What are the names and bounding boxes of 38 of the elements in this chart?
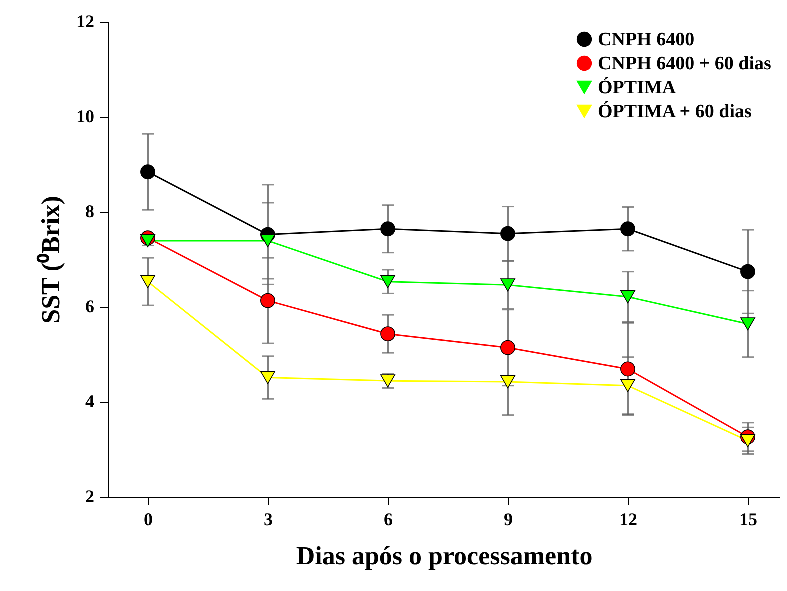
point xyxy=(140,234,156,248)
point xyxy=(740,434,756,448)
point xyxy=(620,362,636,377)
y-tick-label: 6 xyxy=(86,296,94,316)
point xyxy=(380,275,396,288)
point xyxy=(740,264,756,280)
point xyxy=(140,275,156,288)
point xyxy=(260,371,276,384)
x-tick-label: 6 xyxy=(384,510,393,530)
x-tick-label: 15 xyxy=(740,510,758,530)
point xyxy=(620,222,636,237)
legend-label: CNPH 6400 + 60 dias xyxy=(598,54,772,74)
legend-label: CNPH 6400 xyxy=(598,30,695,50)
point xyxy=(380,326,396,342)
x-tick-label: 12 xyxy=(620,510,638,530)
point xyxy=(500,376,516,389)
point xyxy=(500,340,516,356)
x-axis-title: Dias após o processamento xyxy=(296,542,593,570)
y-tick-label: 4 xyxy=(86,392,94,412)
y-tick-label: 2 xyxy=(86,486,94,506)
legend-label: ÓPTIMA xyxy=(598,76,676,98)
point xyxy=(260,293,276,308)
x-tick-label: 3 xyxy=(264,510,273,530)
y-tick-label: 12 xyxy=(76,12,94,32)
y-tick-label: 10 xyxy=(76,106,94,126)
point xyxy=(260,234,276,248)
point xyxy=(380,222,396,237)
point xyxy=(740,318,756,331)
point xyxy=(500,226,516,242)
y-tick-label: 8 xyxy=(86,202,94,222)
x-tick-label: 0 xyxy=(144,510,153,530)
legend-label: ÓPTIMA + 60 dias xyxy=(598,100,752,122)
point xyxy=(620,290,636,304)
point xyxy=(620,379,636,392)
point xyxy=(140,164,156,180)
point xyxy=(500,278,516,292)
y-axis-title: SST (⁰Brix) xyxy=(36,196,66,324)
x-tick-label: 9 xyxy=(504,510,513,530)
